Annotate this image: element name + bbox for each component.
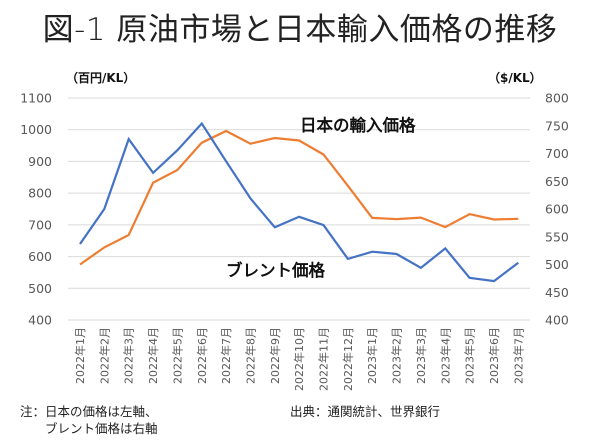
x-axis-tick-label: 2023年2月 [390,327,404,384]
chart-title: 図-1 原油市場と日本輸入価格の推移 [42,12,558,48]
japan-series-line [79,129,519,266]
right-axis-tick-label: 500 [545,257,569,272]
japan-series-annotation: 日本の輸入価格 [300,115,416,135]
x-axis-tick-label: 2022年12月 [341,327,355,391]
left-axis-unit-label: （百円/KL） [66,70,135,85]
x-axis-tick-label: 2022年9月 [268,327,282,384]
x-axis-tick-label: 2022年7月 [219,327,233,384]
right-axis-tick-label: 450 [545,285,569,300]
series-group [79,121,519,283]
right-axis-tick-label: 700 [545,146,569,161]
x-axis-ticks: 2022年1月 2022年2月 2022年3月 2022年4月 2022年5月 2022年… [73,327,525,391]
right-axis-tick-label: 800 [545,91,569,106]
x-axis-tick-label: 2023年4月 [438,327,452,384]
left-axis-tick-label: 800 [28,186,52,201]
right-axis-tick-label: 650 [545,174,569,189]
left-axis-tick-label: 600 [28,249,52,264]
x-axis-tick-label: 2022年8月 [243,327,257,384]
left-axis-tick-label: 900 [28,154,52,169]
axis-note: 注：日本の価格は左軸、 ブレント価格は右軸 [20,403,158,437]
source-note: 出典：通関統計、世界銀行 [290,404,441,419]
right-axis-tick-label: 600 [545,202,569,217]
left-axis-tick-label: 400 [28,313,52,328]
left-axis-tick-label: 1000 [20,122,52,137]
brent-series-line [79,121,519,283]
right-axis-tick-label: 550 [545,229,569,244]
left-axis-ticks: 1100 1000 900 800 700 600 500 400 [20,91,52,328]
left-axis-tick-label: 1100 [20,91,52,106]
x-axis-tick-label: 2023年5月 [463,327,477,384]
axis-note-line-2: ブレント価格は右軸 [20,421,158,436]
x-axis-tick-label: 2022年11月 [317,327,331,391]
right-axis-tick-label: 400 [545,313,569,328]
x-axis-tick-label: 2023年3月 [414,327,428,384]
x-axis-tick-label: 2022年5月 [170,327,184,384]
x-axis-tick-label: 2022年3月 [122,327,136,384]
gridlines [68,97,530,321]
x-axis-tick-label: 2022年10月 [292,327,306,391]
left-axis-tick-label: 700 [28,217,52,232]
x-axis-tick-label: 2023年1月 [365,327,379,384]
x-axis-tick-label: 2022年6月 [195,327,209,384]
x-axis-tick-label: 2022年1月 [73,327,87,384]
x-axis-tick-label: 2023年6月 [487,327,501,384]
x-axis-tick-label: 2022年4月 [146,327,160,384]
x-axis-tick-label: 2022年2月 [97,327,111,384]
x-axis-tick-label: 2023年7月 [511,327,525,384]
axis-note-line-1: 注：日本の価格は左軸、 [20,404,158,419]
right-axis-tick-label: 750 [545,118,569,133]
left-axis-tick-label: 500 [28,281,52,296]
right-axis-ticks: 800 750 700 650 600 550 500 450 400 [545,91,569,328]
right-axis-unit-label: （$/KL） [488,70,542,85]
brent-series-annotation: ブレント価格 [226,260,326,280]
